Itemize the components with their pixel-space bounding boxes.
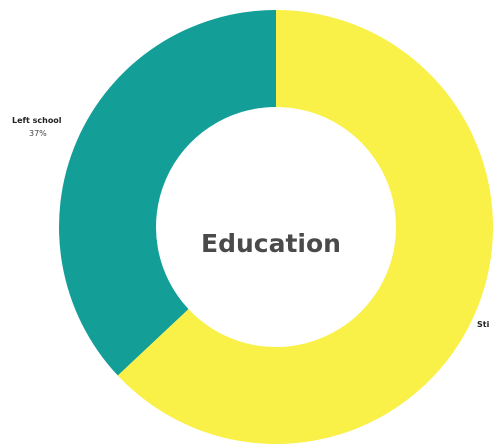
slice-label-still: Sti (477, 320, 490, 329)
donut-slices (58, 10, 493, 444)
chart-title: Education (201, 229, 341, 258)
slice-value-left-school: 37% (29, 129, 47, 138)
donut-slice-0 (58, 10, 277, 376)
donut-slice-1 (117, 10, 493, 444)
slice-label-left-school: Left school (12, 116, 62, 125)
